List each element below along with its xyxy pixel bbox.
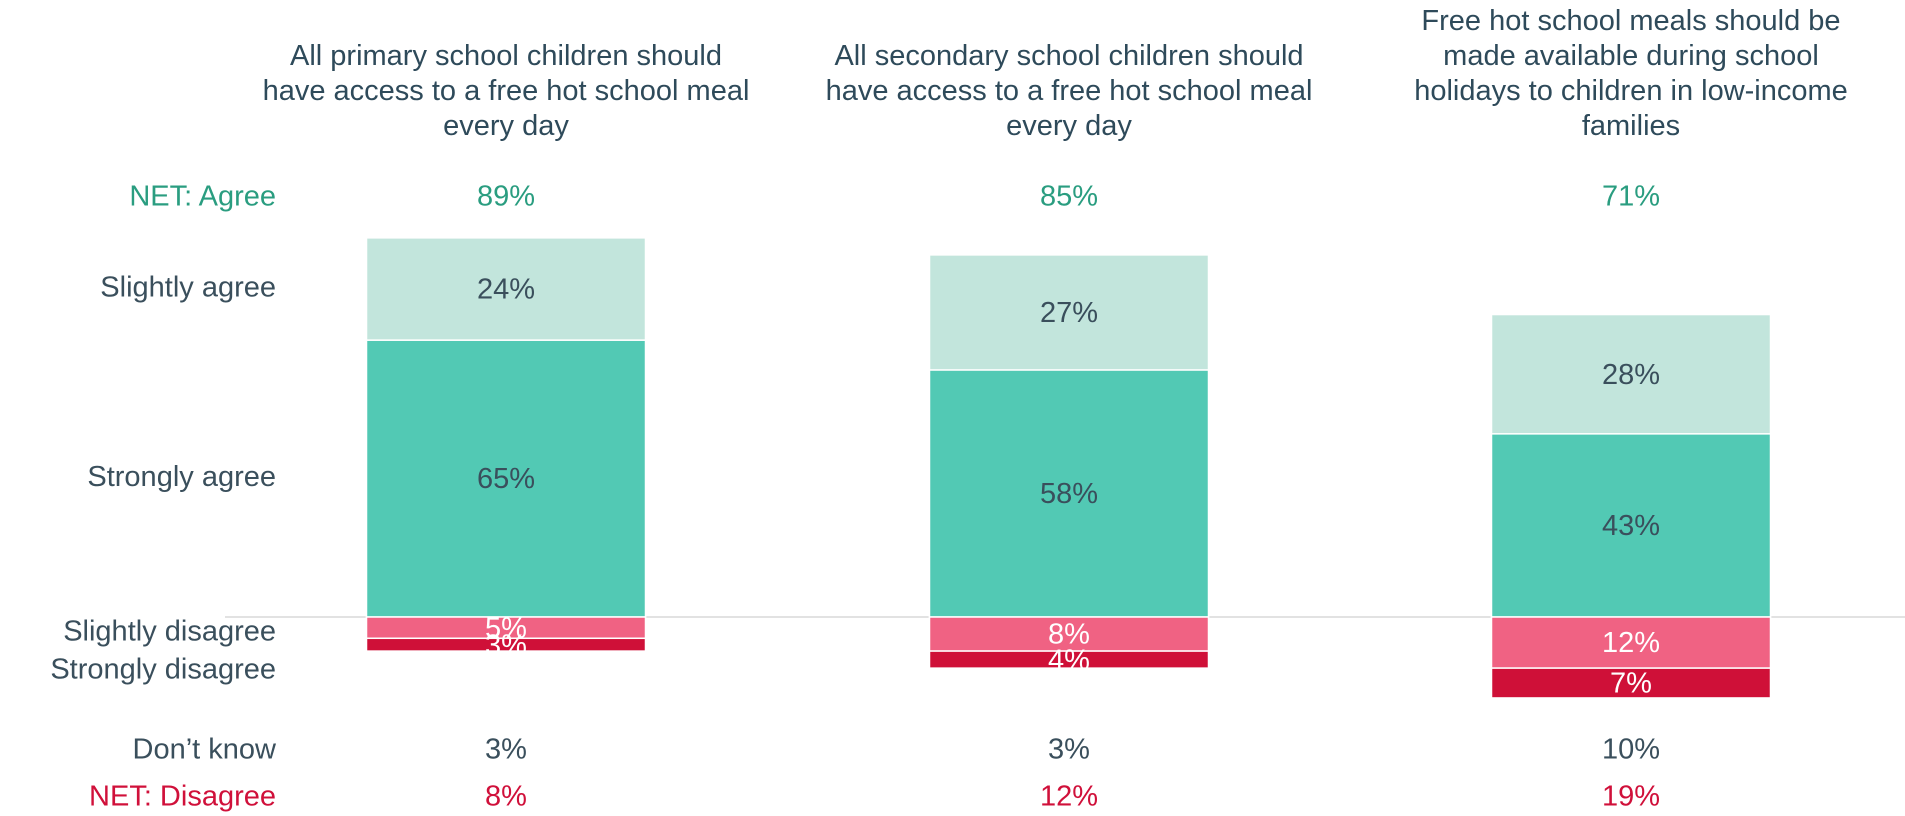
data-label: 12% bbox=[1602, 627, 1660, 659]
bar-segment bbox=[928, 369, 1210, 618]
data-label: 58% bbox=[1040, 478, 1098, 510]
data-label: 43% bbox=[1602, 510, 1660, 542]
row-label: NET: Agree bbox=[129, 181, 276, 213]
data-label: 3% bbox=[485, 629, 527, 661]
data-label: 27% bbox=[1040, 297, 1098, 329]
data-label: 8% bbox=[1048, 619, 1090, 651]
column-title: Free hot school meals should be made ava… bbox=[1414, 5, 1848, 142]
bar-segment bbox=[1490, 667, 1772, 699]
bar-segment bbox=[365, 637, 647, 652]
row-value: 10% bbox=[1602, 734, 1660, 766]
bar-segment bbox=[1490, 433, 1772, 618]
bar-segment bbox=[1490, 313, 1772, 435]
series-label: Slightly disagree bbox=[63, 616, 276, 648]
column-title: All primary school children should have … bbox=[262, 40, 750, 142]
data-label: 65% bbox=[477, 463, 535, 495]
row-value: 71% bbox=[1602, 181, 1660, 213]
data-label: 4% bbox=[1048, 644, 1090, 676]
row-value: 89% bbox=[477, 181, 535, 213]
series-label: Strongly agree bbox=[87, 461, 276, 493]
row-value: 3% bbox=[1048, 734, 1090, 766]
row-label: Don’t know bbox=[133, 734, 278, 766]
data-label: 28% bbox=[1602, 359, 1660, 391]
row-value: 3% bbox=[485, 734, 527, 766]
bar-segment bbox=[365, 237, 647, 341]
column-title: All secondary school children should hav… bbox=[825, 40, 1313, 142]
series-label: Strongly disagree bbox=[50, 654, 276, 686]
data-label: 24% bbox=[477, 274, 535, 306]
row-value: 85% bbox=[1040, 181, 1098, 213]
row-value: 8% bbox=[485, 781, 527, 813]
row-label: NET: Disagree bbox=[89, 781, 276, 813]
bar-segment bbox=[928, 254, 1210, 371]
row-value: 12% bbox=[1040, 781, 1098, 813]
data-label: 7% bbox=[1610, 668, 1652, 700]
series-label: Slightly agree bbox=[100, 272, 276, 304]
bar-segment bbox=[928, 616, 1210, 652]
bar-segment bbox=[928, 650, 1210, 669]
row-value: 19% bbox=[1602, 781, 1660, 813]
